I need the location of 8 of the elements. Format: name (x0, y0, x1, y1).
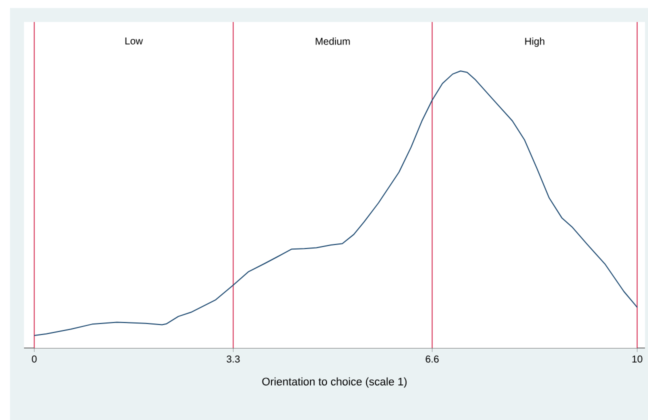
x-axis-title: Orientation to choice (scale 1) (262, 377, 407, 388)
band-label: Low (125, 38, 143, 44)
x-tick-label: 10 (632, 356, 642, 363)
band-label: High (525, 38, 544, 47)
x-tick-label: 6.6 (426, 356, 439, 363)
x-tick-label: 0 (32, 356, 37, 363)
x-tick-label: 3.3 (226, 356, 240, 363)
band-label: Medium (316, 38, 350, 45)
